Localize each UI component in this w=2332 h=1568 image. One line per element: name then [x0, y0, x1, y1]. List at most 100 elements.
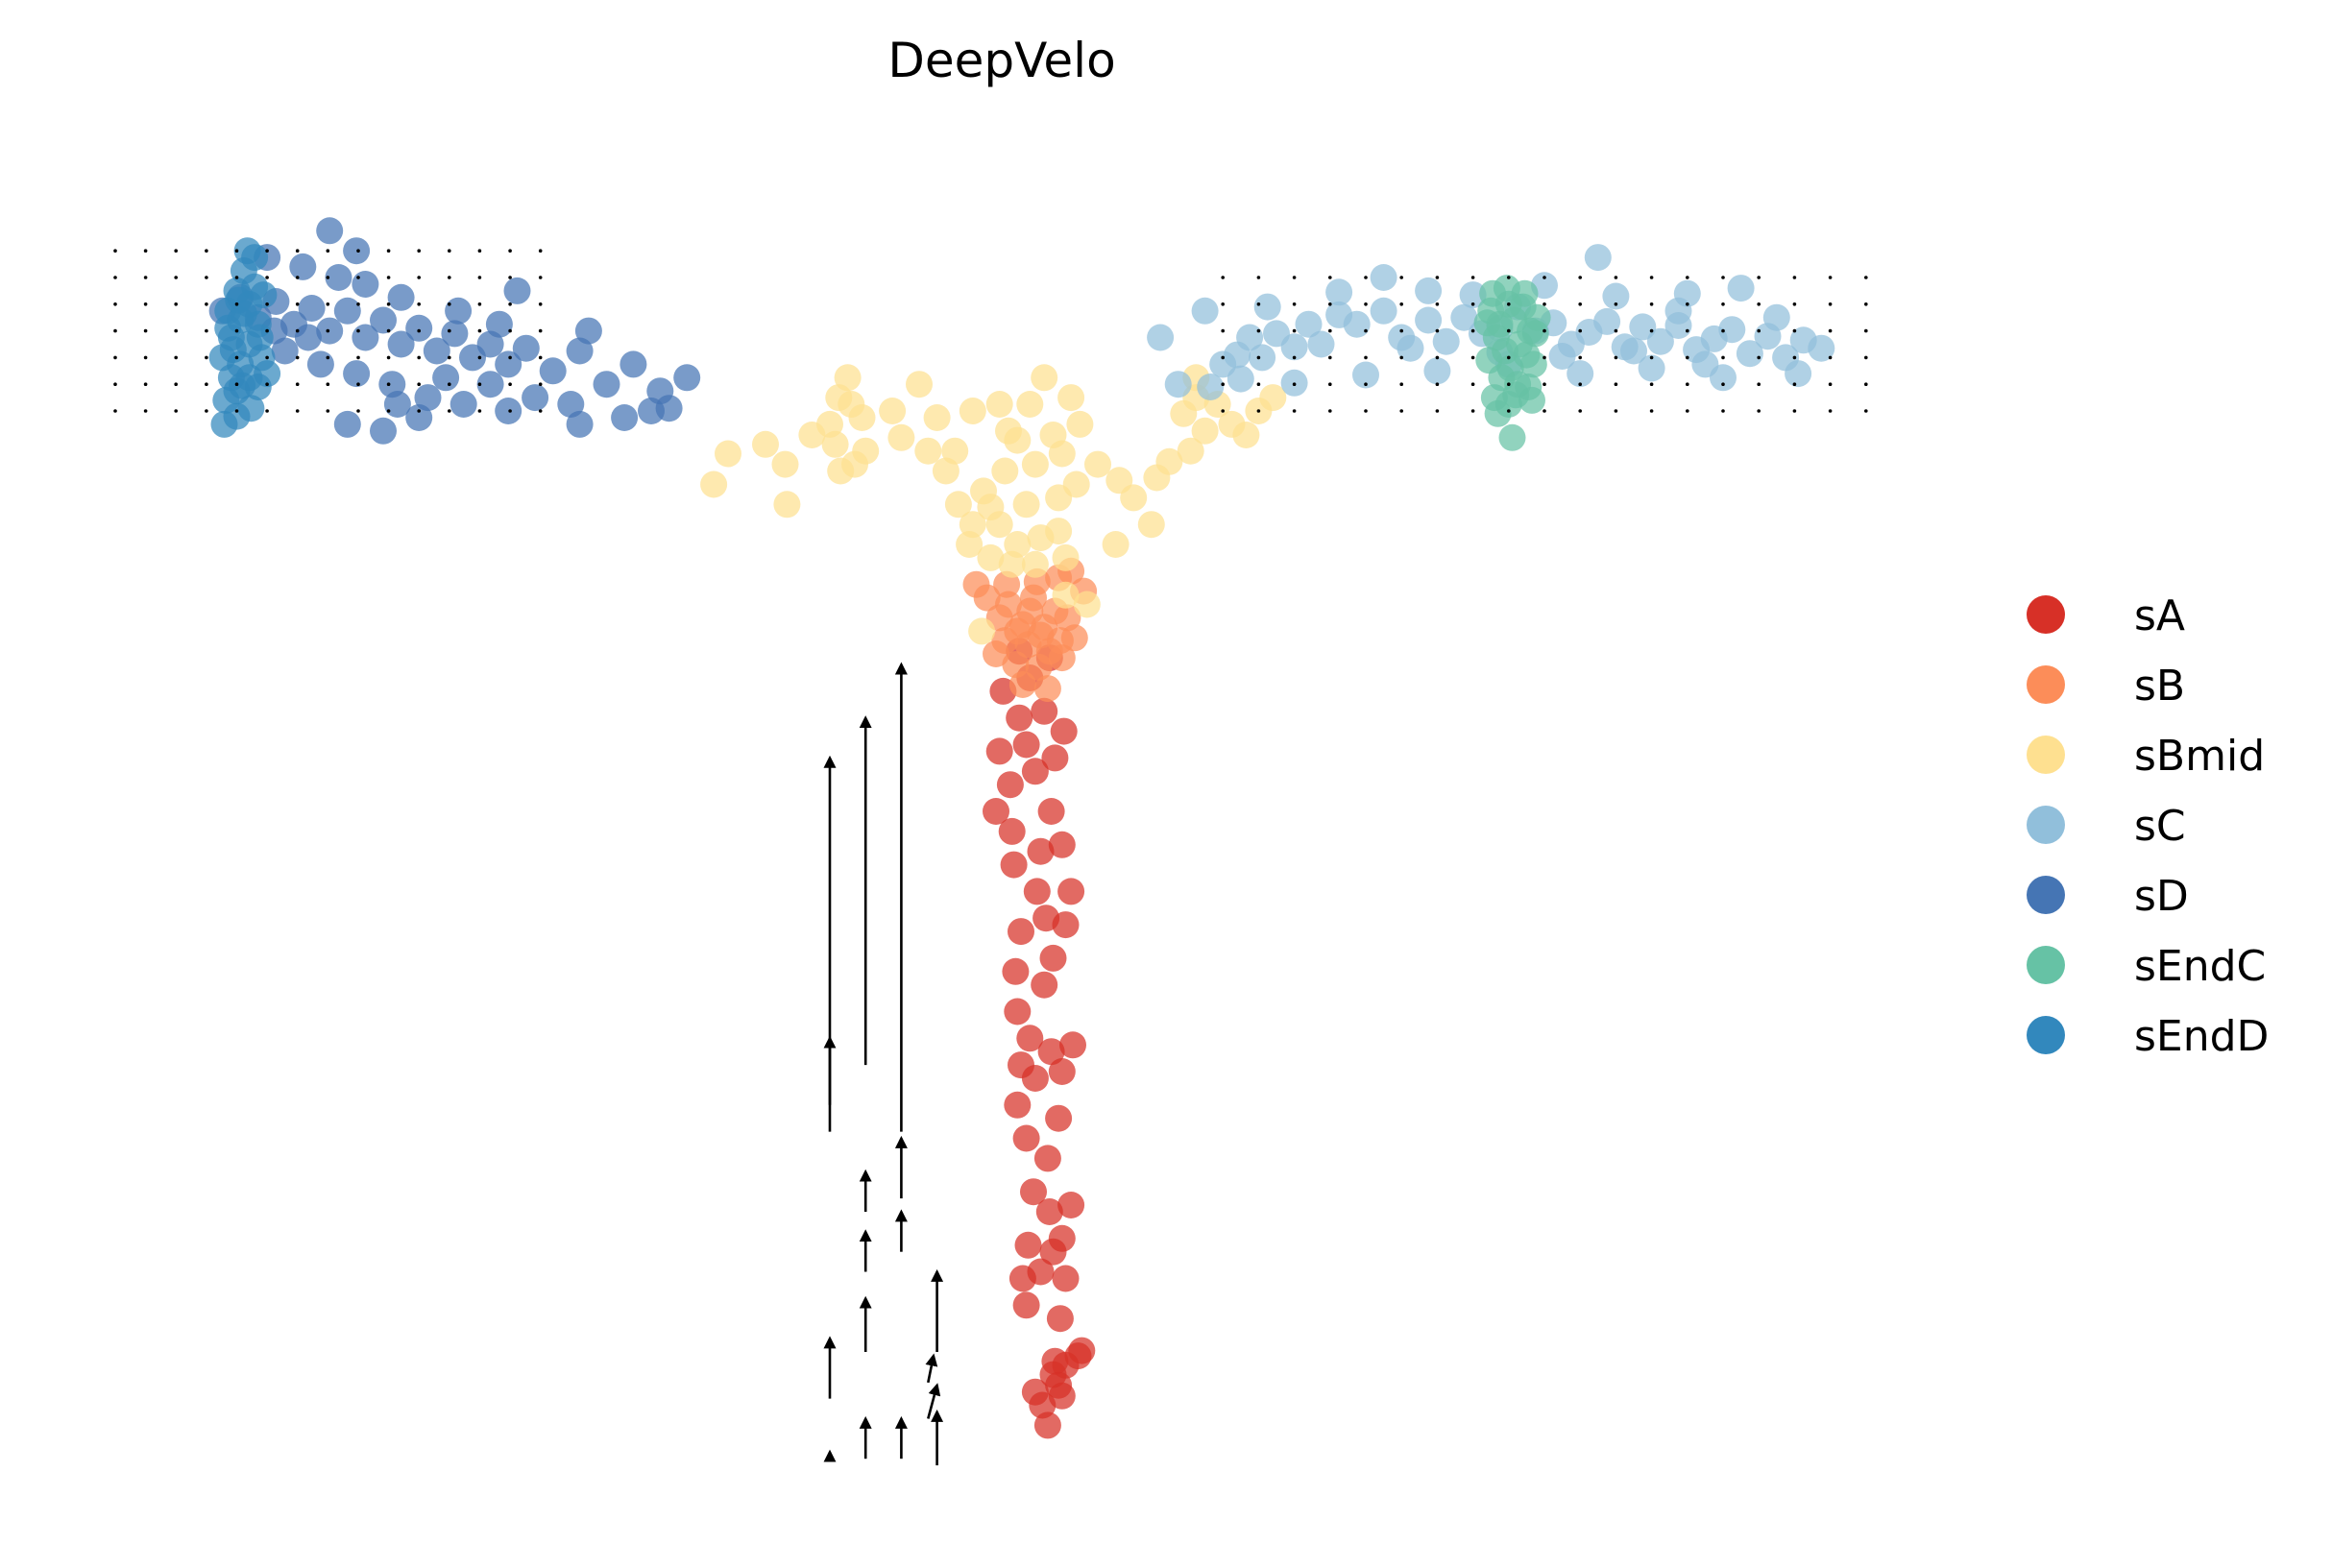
- grid-dot-214: [1864, 382, 1868, 387]
- grid-dot-119: [1292, 355, 1297, 360]
- grid-dot-4: [113, 302, 117, 306]
- legend-label-sD: sD: [2134, 872, 2189, 921]
- point-sA-10: [1012, 1291, 1040, 1319]
- point-sA-18: [1035, 1198, 1063, 1225]
- grid-dot-123: [1328, 409, 1332, 413]
- grid-dot-149: [1470, 355, 1475, 360]
- grid-dot-23: [205, 355, 208, 360]
- grid-dot-152: [1470, 276, 1475, 279]
- point-sD-23: [673, 364, 701, 392]
- grid-dot-19: [174, 276, 178, 279]
- grid-dot-68: [386, 276, 391, 279]
- grid-dot-56: [356, 409, 360, 413]
- point-sD-43: [611, 404, 639, 431]
- grid-dot-80: [448, 328, 451, 333]
- point-sEndC-24: [1498, 423, 1526, 451]
- point-sA-24: [1045, 1104, 1073, 1132]
- grid-dot-134: [1364, 276, 1368, 279]
- grid-dot-70: [417, 409, 422, 413]
- velocity-arrow-15: [927, 1383, 941, 1419]
- grid-dot-124: [1328, 382, 1332, 387]
- grid-dot-67: [386, 302, 391, 306]
- grid-dot-116: [1256, 276, 1261, 279]
- grid-dot-197: [1757, 355, 1761, 360]
- point-sB-24: [1016, 597, 1044, 625]
- grid-dot-53: [326, 302, 330, 306]
- grid-dot-1: [113, 382, 117, 387]
- grid-dots-layer: [113, 249, 1868, 413]
- grid-dot-153: [1507, 409, 1511, 413]
- point-sEndC-16: [1475, 347, 1503, 374]
- grid-dot-13: [143, 249, 148, 253]
- grid-dot-132: [1364, 328, 1368, 333]
- velocity-arrows-layer: [823, 662, 944, 1466]
- grid-dot-161: [1543, 355, 1546, 360]
- point-sC-50: [1370, 264, 1397, 291]
- grid-dot-120: [1292, 328, 1297, 333]
- grid-dot-131: [1364, 355, 1368, 360]
- point-sA-44: [996, 771, 1024, 799]
- point-sBmid-19: [959, 511, 986, 539]
- point-sD-39: [495, 398, 522, 424]
- point-sEndC-21: [1479, 279, 1507, 307]
- legend-marker-sBmid: [2027, 736, 2065, 774]
- grid-dot-76: [417, 249, 422, 253]
- point-sBmid-58: [1057, 384, 1085, 412]
- grid-dot-128: [1328, 276, 1332, 279]
- grid-dot-190: [1721, 382, 1725, 387]
- point-sA-8: [1068, 1337, 1096, 1364]
- grid-dot-49: [326, 409, 330, 413]
- point-sD-51: [432, 364, 460, 392]
- grid-dot-199: [1757, 302, 1761, 306]
- grid-dot-141: [1435, 409, 1440, 413]
- grid-dot-99: [538, 382, 543, 387]
- point-sC-59: [1584, 244, 1612, 272]
- grid-dot-126: [1328, 328, 1332, 333]
- point-sD-5: [298, 295, 326, 322]
- point-sA-6: [1048, 1382, 1076, 1410]
- point-sA-38: [1023, 878, 1051, 905]
- point-sC-6: [1280, 333, 1308, 361]
- grid-dot-158: [1507, 276, 1511, 279]
- point-sD-47: [343, 237, 371, 265]
- point-sD-38: [476, 371, 504, 398]
- chart-title: DeepVelo: [887, 33, 1115, 88]
- point-sEndD-24: [250, 281, 278, 309]
- point-sA-46: [985, 737, 1013, 765]
- grid-dot-198: [1757, 328, 1761, 333]
- grid-dot-173: [1614, 355, 1618, 360]
- grid-dot-112: [1256, 382, 1261, 387]
- point-sA-29: [1059, 1031, 1086, 1059]
- grid-dot-86: [477, 355, 482, 360]
- point-sA-43: [1037, 798, 1065, 825]
- point-sA-47: [1012, 731, 1040, 759]
- grid-dot-162: [1543, 328, 1546, 333]
- point-sB-23: [1033, 675, 1061, 703]
- grid-dot-55: [326, 249, 330, 253]
- grid-dot-167: [1578, 355, 1582, 360]
- point-sD-40: [522, 384, 549, 412]
- point-sD-37: [449, 391, 477, 418]
- grid-dot-29: [234, 382, 239, 387]
- point-sC-43: [1227, 365, 1254, 393]
- point-sC-14: [1432, 327, 1460, 355]
- grid-dot-98: [538, 409, 543, 413]
- point-sBmid-23: [1045, 518, 1073, 545]
- grid-dot-189: [1721, 409, 1725, 413]
- grid-dot-163: [1543, 302, 1546, 306]
- point-sC-10: [1343, 310, 1371, 338]
- grid-dot-89: [477, 276, 482, 279]
- point-sA-50: [1031, 697, 1058, 725]
- point-sC-26: [1646, 327, 1674, 355]
- point-sC-44: [1459, 281, 1487, 309]
- point-sD-35: [370, 417, 397, 445]
- grid-dot-169: [1578, 302, 1582, 306]
- point-sD-10: [387, 330, 415, 358]
- point-sEndD-29: [225, 286, 253, 314]
- grid-dot-122: [1292, 276, 1297, 279]
- point-sA-19: [1057, 1192, 1085, 1218]
- point-sBmid-37: [956, 531, 984, 558]
- grid-dot-77: [448, 409, 451, 413]
- grid-dot-20: [174, 249, 178, 253]
- grid-dot-201: [1792, 409, 1797, 413]
